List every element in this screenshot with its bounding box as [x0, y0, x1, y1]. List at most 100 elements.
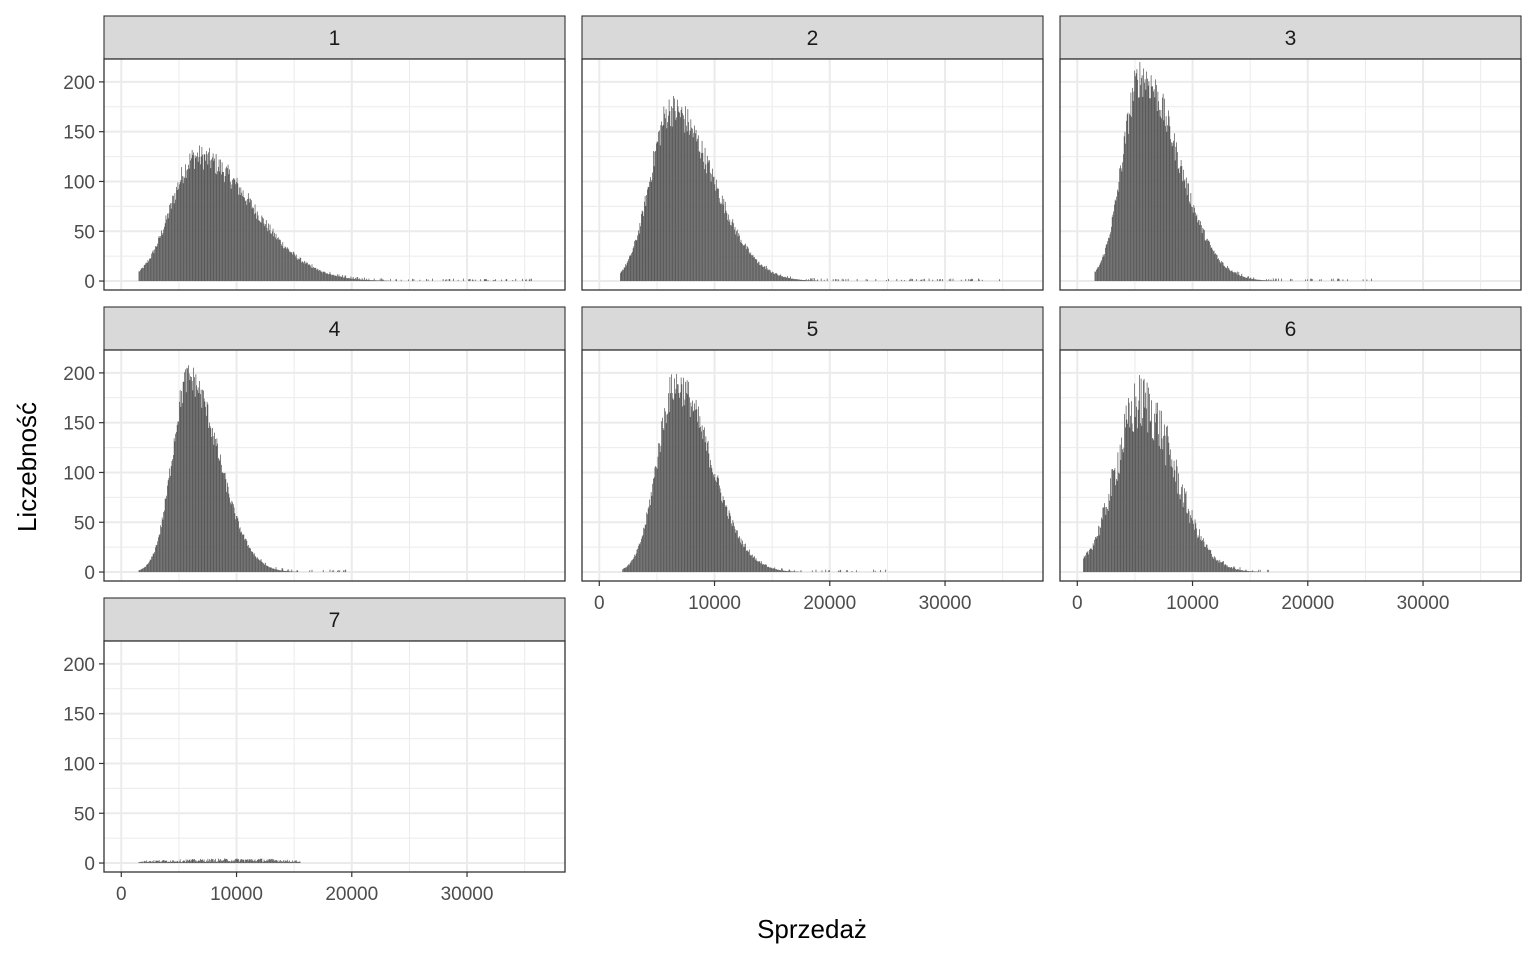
histogram-bar [761, 265, 763, 282]
histogram-bar [343, 277, 345, 282]
histogram-bar [251, 860, 253, 864]
histogram-bar [692, 137, 694, 282]
histogram-bar [760, 265, 761, 282]
histogram-bar [706, 173, 707, 282]
histogram-bar [716, 477, 718, 573]
histogram-bar [1242, 276, 1244, 282]
histogram-bar [474, 279, 476, 282]
histogram-bar [1193, 205, 1195, 282]
histogram-bar [364, 277, 365, 282]
histogram-bar [1210, 550, 1212, 573]
histogram-bar [276, 569, 278, 573]
histogram-bar [721, 195, 723, 282]
histogram-bar [266, 565, 268, 573]
histogram-bar [277, 861, 278, 864]
histogram-bar [1114, 204, 1115, 282]
facet-strip-label: 6 [1285, 318, 1297, 341]
histogram-bar [1159, 116, 1161, 282]
histogram-bar [669, 377, 671, 573]
histogram-bar [284, 860, 286, 864]
histogram-bar [253, 553, 255, 573]
histogram-bar [691, 128, 693, 282]
histogram-bar [237, 859, 239, 864]
histogram-bar [266, 859, 268, 864]
histogram-bar [1132, 87, 1133, 282]
histogram-bar [978, 278, 979, 282]
histogram-bar [201, 147, 203, 282]
histogram-bar [265, 860, 267, 864]
histogram-bar [162, 519, 164, 573]
histogram-bar [186, 170, 188, 282]
histogram-bar [692, 400, 693, 573]
histogram-bar [373, 280, 374, 282]
histogram-bar [677, 384, 678, 573]
histogram-bar [223, 858, 225, 864]
histogram-bar [750, 555, 752, 573]
histogram-bar [1161, 97, 1163, 282]
histogram-bar [655, 150, 656, 282]
histogram-bar [1172, 142, 1174, 282]
histogram-bar [1095, 538, 1097, 573]
histogram-bar [1203, 229, 1205, 282]
histogram-bar [223, 182, 225, 282]
histogram-bar [1100, 261, 1102, 282]
histogram-bar [1110, 232, 1112, 282]
histogram-bar [1104, 507, 1106, 573]
histogram-bar [751, 255, 753, 282]
histogram-bar [715, 179, 717, 282]
histogram-bar [1252, 278, 1254, 282]
histogram-bar [1146, 382, 1148, 573]
histogram-bar [226, 166, 227, 282]
histogram-bar [730, 523, 732, 573]
histogram-bar [758, 261, 760, 282]
histogram-bar [164, 223, 166, 282]
histogram-bar [658, 130, 660, 282]
histogram-bar [1156, 110, 1158, 282]
histogram-bar [1242, 276, 1243, 282]
histogram-bar [1179, 166, 1181, 282]
histogram-bar [1130, 401, 1132, 573]
histogram-bar [777, 569, 779, 573]
histogram-bar [267, 860, 269, 864]
histogram-bar [531, 278, 532, 282]
histogram-bar [1209, 550, 1211, 573]
histogram-bar [770, 272, 772, 282]
histogram-bar [147, 563, 149, 573]
histogram-bar [1230, 270, 1232, 282]
histogram-bar [264, 565, 266, 573]
histogram-bar [1083, 558, 1084, 573]
histogram-bar [1133, 383, 1135, 573]
histogram-bar [210, 859, 212, 864]
histogram-bar [724, 500, 725, 573]
histogram-bar [787, 571, 788, 573]
histogram-bar [676, 117, 677, 282]
histogram-bar [252, 552, 254, 573]
histogram-bar [285, 247, 287, 282]
histogram-bar [1102, 507, 1104, 573]
histogram-bar [279, 861, 281, 864]
histogram-bar [1156, 85, 1157, 282]
histogram-bar [665, 423, 667, 573]
histogram-bar [198, 156, 200, 282]
histogram-bar [376, 280, 377, 282]
histogram-bar [783, 570, 785, 573]
histogram-bar [185, 369, 186, 573]
histogram-bar [718, 198, 720, 282]
histogram-bar [233, 507, 235, 573]
histogram-bar [329, 271, 331, 282]
histogram-bar [1176, 142, 1177, 282]
histogram-bar [1244, 277, 1246, 282]
histogram-bar [673, 98, 675, 282]
histogram-bar [922, 279, 924, 282]
histogram-bar [157, 541, 159, 573]
histogram-bar [1254, 279, 1255, 282]
histogram-bar [1209, 241, 1210, 282]
histogram-bar [736, 530, 737, 573]
histogram-bar [647, 186, 649, 282]
histogram-bar [760, 563, 761, 573]
histogram-bar [272, 860, 274, 864]
histogram-bar [1311, 278, 1312, 282]
histogram-bar [268, 230, 270, 282]
histogram-bar [322, 272, 323, 282]
